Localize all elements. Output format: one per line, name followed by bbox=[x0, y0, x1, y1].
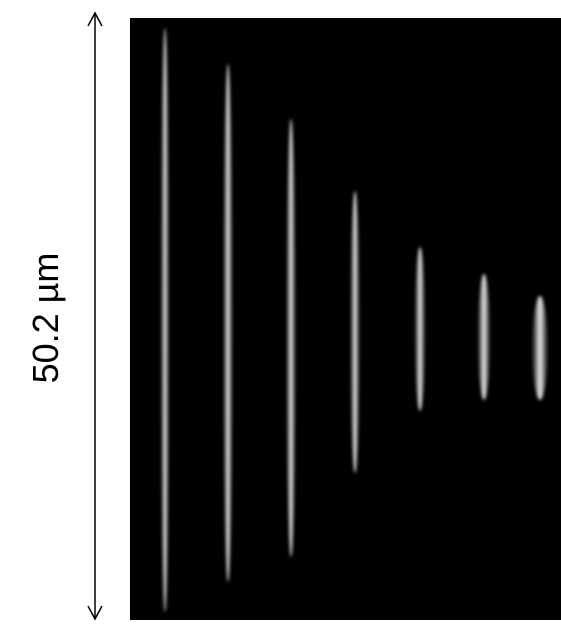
streak bbox=[224, 64, 233, 582]
scale-label: 50.2 µm bbox=[25, 253, 66, 384]
streak bbox=[415, 247, 425, 411]
page: {"scale_label": "50.2 µm"} 50.2 µm (() =… bbox=[0, 0, 561, 628]
streak bbox=[161, 28, 169, 612]
figure: 50.2 µm bbox=[0, 0, 561, 628]
streak bbox=[351, 191, 360, 473]
scale-arrow bbox=[88, 13, 102, 619]
streak bbox=[287, 119, 296, 557]
streak bbox=[478, 274, 490, 400]
streak bbox=[533, 296, 548, 400]
micrograph bbox=[130, 18, 561, 620]
